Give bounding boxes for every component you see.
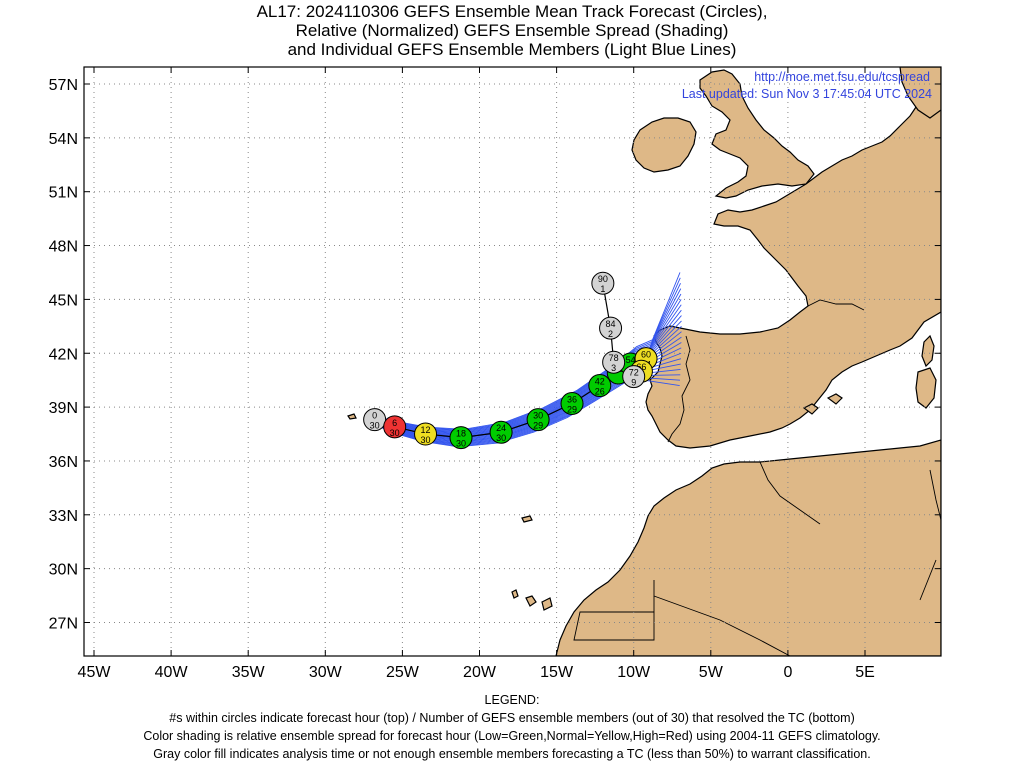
member-count-label: 30	[496, 433, 506, 443]
sardinia-island	[915, 367, 937, 409]
member-count-label: 2	[608, 329, 613, 339]
chart-title-line-2: Relative (Normalized) GEFS Ensemble Spre…	[295, 21, 729, 40]
last-updated-text: Last updated: Sun Nov 3 17:45:04 UTC 202…	[682, 87, 932, 101]
lat-label: 39N	[49, 400, 78, 417]
lon-label: 5W	[699, 664, 724, 681]
corsica-island	[921, 334, 935, 368]
forecast-point: 842	[599, 316, 623, 340]
legend-line-1: #s within circles indicate forecast hour…	[169, 711, 855, 725]
axis-ticks	[84, 67, 941, 656]
africa-land	[555, 439, 941, 656]
forecast-hour-label: 54	[626, 355, 636, 365]
forecast-circle	[363, 408, 387, 432]
forecast-hour-label: 24	[496, 423, 506, 433]
member-count-label: 9	[631, 378, 636, 388]
lat-label: 42N	[49, 346, 78, 363]
lat-label: 36N	[49, 454, 78, 471]
member-count-label: 30	[421, 435, 431, 445]
map-frame	[83, 66, 942, 657]
forecast-point: 630	[383, 415, 407, 439]
forecast-hour-label: 78	[609, 353, 619, 363]
lon-label: 15W	[540, 664, 574, 681]
forecast-point: 901	[591, 271, 615, 295]
chart-title-line-3: and Individual GEFS Ensemble Members (Li…	[287, 40, 737, 59]
lon-label: 25W	[386, 664, 420, 681]
lon-label: 45W	[78, 664, 112, 681]
forecast-hour-label: 0	[372, 411, 377, 421]
forecast-hour-label: 42	[595, 377, 605, 387]
ireland-land	[631, 117, 697, 173]
canary-islands	[511, 589, 553, 611]
member-count-label: 3	[611, 363, 616, 373]
forecast-hour-label: 6	[392, 418, 397, 428]
forecast-hour-label: 72	[629, 368, 639, 378]
legend-line-2: Color shading is relative ensemble sprea…	[143, 729, 881, 743]
forecast-point: 729	[622, 365, 646, 389]
member-count-label: 29	[533, 421, 543, 431]
latitude-labels: 57N 54N 51N 48N 45N 42N 39N 36N 33N 30N 27N	[49, 77, 78, 633]
legend-heading: LEGEND:	[484, 693, 540, 707]
forecast-circle	[588, 374, 612, 398]
lon-label: 30W	[309, 664, 343, 681]
forecast-circle	[526, 408, 550, 432]
member-count-label: 30	[370, 421, 380, 431]
forecast-hour-label: 90	[598, 274, 608, 284]
forecast-hour-label: 36	[567, 395, 577, 405]
lat-label: 27N	[49, 616, 78, 633]
lat-label: 54N	[49, 131, 78, 148]
madeira-island	[521, 515, 533, 523]
lat-label: 45N	[49, 292, 78, 309]
member-count-label: 26	[595, 387, 605, 397]
forecast-circle	[599, 316, 623, 340]
lat-label: 57N	[49, 77, 78, 94]
forecast-circle	[602, 350, 626, 374]
forecast-circle	[449, 426, 473, 450]
map-gridlines	[84, 67, 941, 656]
lat-label: 48N	[49, 239, 78, 256]
forecast-hour-label: 30	[533, 411, 543, 421]
forecast-points: 0306301230183024303029362942264854601466…	[363, 271, 658, 450]
lon-label: 5E	[855, 664, 875, 681]
forecast-point: 783	[602, 350, 626, 374]
forecast-circle	[489, 420, 513, 444]
lon-label: 35W	[232, 664, 266, 681]
lon-label: 40W	[155, 664, 189, 681]
forecast-hour-label: 12	[421, 425, 431, 435]
lon-label: 20W	[463, 664, 497, 681]
lat-label: 51N	[49, 185, 78, 202]
scandinavia-land	[899, 67, 941, 119]
member-count-label: 30	[390, 428, 400, 438]
lat-label: 33N	[49, 508, 78, 525]
great-britain-land	[699, 69, 815, 199]
longitude-labels: 45W 40W 35W 30W 25W 20W 15W 10W 5W 0 5E	[78, 664, 875, 681]
forecast-circle	[622, 365, 646, 389]
balearic-islands	[802, 393, 843, 415]
lon-label: 10W	[617, 664, 651, 681]
track-map: 0306301230183024303029362942264854601466…	[49, 66, 942, 681]
country-borders	[573, 299, 941, 656]
lon-label: 0	[783, 664, 792, 681]
member-count-label: 30	[456, 439, 466, 449]
forecast-circle	[560, 392, 584, 416]
member-count-label: 1	[600, 284, 605, 294]
forecast-hour-label: 66	[636, 362, 646, 372]
forecast-circle	[591, 271, 615, 295]
forecast-hour-label: 18	[456, 429, 466, 439]
forecast-circle	[383, 415, 407, 439]
forecast-hour-label: 84	[606, 319, 616, 329]
chart-title-line-1: AL17: 2024110306 GEFS Ensemble Mean Trac…	[256, 2, 768, 21]
forecast-circle	[414, 422, 438, 446]
source-url-link[interactable]: http://moe.met.fsu.edu/tcspread	[754, 70, 930, 84]
member-count-label: 29	[567, 405, 577, 415]
legend-line-3: Gray color fill indicates analysis time …	[153, 747, 871, 761]
lat-label: 30N	[49, 562, 78, 579]
forecast-point: 030	[363, 408, 387, 432]
forecast-hour-label: 60	[641, 350, 651, 360]
